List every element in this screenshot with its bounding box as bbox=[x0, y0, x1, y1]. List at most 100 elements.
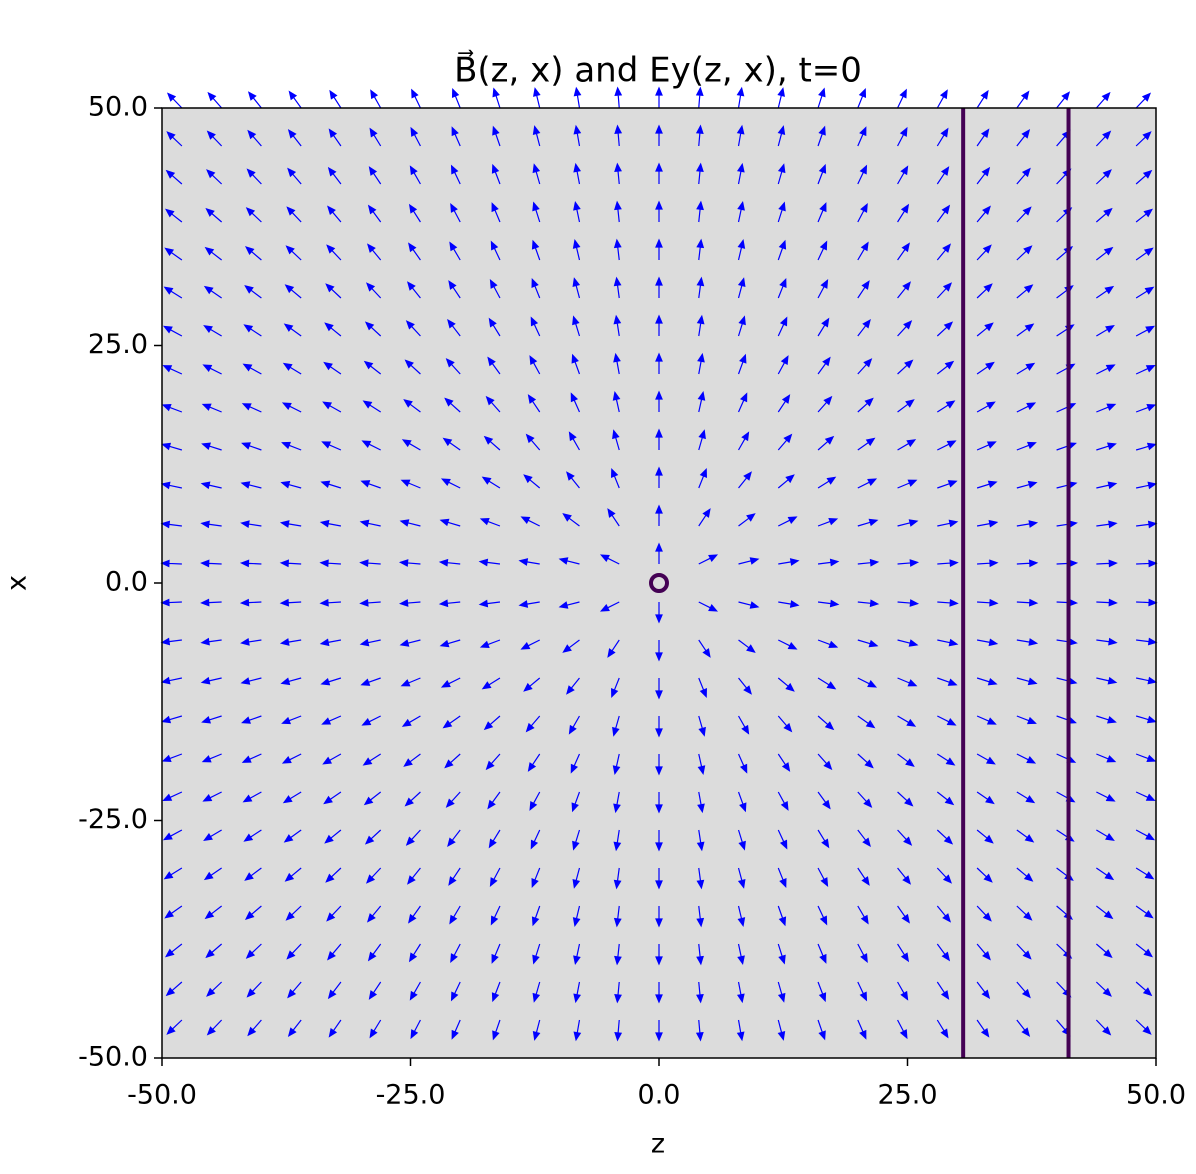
field-arrow bbox=[200, 481, 222, 490]
field-arrow bbox=[444, 397, 461, 413]
field-arrow bbox=[285, 245, 302, 261]
field-arrow bbox=[1016, 1019, 1031, 1037]
field-arrow bbox=[857, 241, 869, 261]
field-arrow bbox=[817, 395, 833, 413]
field-arrow bbox=[490, 905, 501, 926]
field-arrow bbox=[483, 715, 501, 731]
field-arrow bbox=[737, 829, 746, 851]
field-arrow bbox=[777, 394, 791, 413]
field-arrow bbox=[777, 715, 793, 733]
field-arrow bbox=[368, 981, 382, 1000]
field-arrow bbox=[857, 943, 868, 964]
field-arrow bbox=[817, 791, 831, 810]
field-arrow bbox=[777, 829, 788, 850]
field-arrow bbox=[778, 639, 798, 650]
field-arrow bbox=[201, 442, 222, 451]
field-arrow bbox=[442, 437, 461, 451]
field-arrow bbox=[532, 981, 541, 1003]
field-arrow bbox=[405, 320, 421, 337]
field-arrow bbox=[400, 479, 421, 489]
field-arrow bbox=[1096, 715, 1117, 724]
field-arrow bbox=[203, 829, 222, 841]
field-arrow bbox=[736, 86, 745, 109]
field-arrow bbox=[897, 281, 912, 299]
field-arrow bbox=[1135, 403, 1157, 413]
field-arrow bbox=[323, 361, 342, 375]
field-arrow bbox=[280, 677, 302, 686]
field-arrow bbox=[897, 677, 918, 687]
field-arrow bbox=[166, 131, 183, 147]
field-arrow bbox=[936, 791, 955, 806]
field-arrow bbox=[1095, 246, 1114, 261]
field-arrow bbox=[404, 359, 421, 375]
field-arrow bbox=[817, 639, 839, 649]
field-arrow bbox=[359, 598, 381, 607]
field-arrow bbox=[162, 829, 183, 841]
field-arrow bbox=[279, 638, 302, 646]
field-arrow bbox=[1016, 867, 1034, 882]
field-arrow bbox=[1135, 481, 1158, 490]
field-arrow bbox=[736, 981, 745, 1004]
field-arrow bbox=[655, 200, 663, 222]
field-arrow bbox=[698, 554, 719, 565]
field-arrow bbox=[489, 867, 501, 887]
field-arrow bbox=[287, 167, 302, 185]
field-arrow bbox=[698, 677, 707, 698]
field-arrow bbox=[778, 558, 800, 566]
field-arrow bbox=[558, 601, 580, 609]
field-arrow bbox=[976, 753, 996, 765]
field-arrow bbox=[160, 676, 183, 685]
field-arrow bbox=[1135, 905, 1154, 919]
field-arrow bbox=[203, 285, 222, 299]
field-arrow bbox=[976, 244, 992, 261]
field-arrow bbox=[817, 125, 826, 147]
field-arrow bbox=[976, 128, 990, 147]
field-arrow bbox=[1016, 362, 1036, 375]
field-arrow bbox=[976, 981, 991, 1000]
field-arrow bbox=[1135, 92, 1152, 109]
field-arrow bbox=[1095, 169, 1112, 185]
field-arrow bbox=[976, 89, 989, 109]
x-tick-label: 25.0 bbox=[877, 1080, 937, 1111]
field-arrow bbox=[777, 981, 786, 1003]
field-arrow bbox=[1016, 905, 1033, 921]
field-arrow bbox=[1135, 325, 1156, 337]
field-arrow bbox=[655, 830, 663, 852]
field-arrow bbox=[857, 558, 880, 567]
field-arrow bbox=[481, 476, 501, 489]
field-arrow bbox=[897, 829, 913, 846]
field-arrow bbox=[201, 715, 222, 724]
field-arrow bbox=[737, 791, 747, 813]
field-arrow bbox=[777, 1019, 786, 1041]
field-arrow bbox=[698, 601, 719, 612]
field-arrow bbox=[165, 943, 183, 958]
field-arrow bbox=[976, 715, 997, 725]
field-arrow bbox=[777, 474, 795, 489]
field-arrow bbox=[976, 677, 998, 686]
field-arrow bbox=[698, 468, 707, 489]
field-arrow bbox=[976, 441, 997, 451]
field-arrow bbox=[777, 239, 787, 261]
field-arrow bbox=[518, 558, 540, 566]
field-arrow bbox=[160, 598, 182, 607]
field-arrow bbox=[325, 867, 342, 883]
field-arrow bbox=[478, 558, 501, 567]
field-arrow bbox=[523, 474, 541, 489]
field-arrow bbox=[529, 355, 541, 375]
field-arrow bbox=[160, 637, 182, 646]
field-arrow bbox=[777, 753, 791, 772]
field-arrow bbox=[897, 203, 910, 223]
field-arrow bbox=[200, 520, 222, 529]
y-tick-label: 0.0 bbox=[105, 567, 148, 598]
field-arrow bbox=[936, 89, 948, 109]
field-arrow bbox=[1016, 677, 1038, 686]
field-arrow bbox=[281, 441, 302, 451]
field-arrow bbox=[572, 277, 581, 299]
field-arrow bbox=[450, 943, 461, 964]
field-arrow bbox=[161, 753, 183, 763]
field-arrow bbox=[976, 905, 992, 922]
field-arrow bbox=[245, 943, 262, 959]
field-arrow bbox=[491, 981, 501, 1003]
field-arrow bbox=[487, 791, 501, 810]
field-arrow bbox=[1135, 791, 1156, 801]
